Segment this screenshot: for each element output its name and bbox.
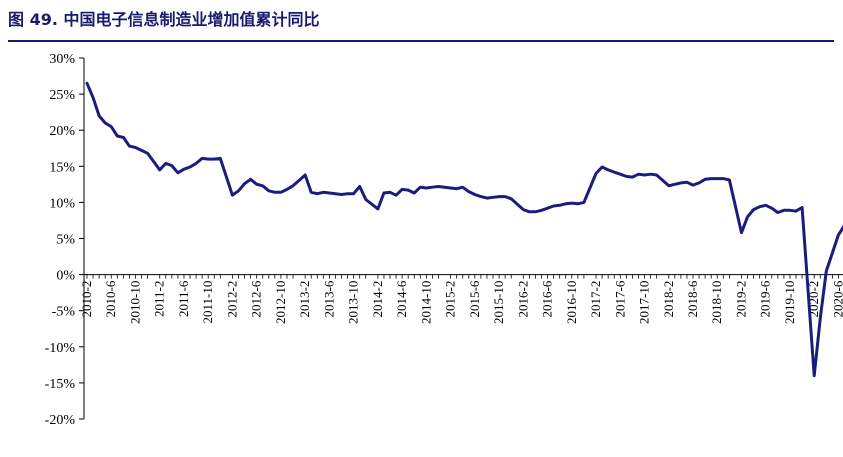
x-tick-label: 2010-10 xyxy=(127,281,142,324)
y-tick-label: 25% xyxy=(49,88,75,103)
x-tick-label: 2018-6 xyxy=(685,280,700,317)
x-tick-label: 2016-10 xyxy=(564,281,579,324)
x-tick-label: 2018-10 xyxy=(709,281,724,324)
x-axis: 2010-2 2010-6 2010-10 2011-2 2011-6 2011-10 20… xyxy=(79,274,843,324)
x-tick-label: 2015-6 xyxy=(467,280,482,317)
x-tick-label: 2010-6 xyxy=(103,280,118,317)
x-tick-label: 2011-10 xyxy=(200,281,215,324)
x-tick-label: 2018-2 xyxy=(661,281,676,318)
y-tick-label: -20% xyxy=(45,413,76,428)
y-tick-label: 30% xyxy=(49,52,75,67)
x-tick-label: 2016-2 xyxy=(515,281,530,318)
y-tick-label: 15% xyxy=(49,160,75,175)
y-tick-label: -15% xyxy=(45,377,76,392)
y-axis: 30% 25% 20% 15% 10% 5% 0% -5% -10% -15% -20% xyxy=(45,52,85,428)
series-line xyxy=(85,81,843,378)
x-tick-label: 2014-2 xyxy=(370,281,385,318)
title-rule xyxy=(8,40,834,42)
x-tick-label: 2017-10 xyxy=(637,281,652,324)
x-tick-label: 2012-10 xyxy=(273,281,288,324)
x-tick-label: 2011-6 xyxy=(176,280,191,317)
x-tick-label: 2014-6 xyxy=(394,280,409,317)
x-tick-label: 2013-6 xyxy=(321,280,336,317)
x-tick-label: 2019-10 xyxy=(782,281,797,324)
y-tick-label: 5% xyxy=(56,233,75,248)
x-tick-label: 2013-10 xyxy=(346,281,361,324)
x-tick-label: 2017-2 xyxy=(588,281,603,318)
y-tick-label: -5% xyxy=(52,305,76,320)
x-tick-label: 2012-6 xyxy=(249,280,264,317)
y-tick-label: 20% xyxy=(49,124,75,139)
y-tick-label: 10% xyxy=(49,196,75,211)
x-tick-label: 2013-2 xyxy=(297,281,312,318)
x-tick-label: 2019-2 xyxy=(733,281,748,318)
x-tick-label: 2011-2 xyxy=(152,281,167,317)
y-tick-label: 0% xyxy=(56,269,75,284)
series-group xyxy=(85,81,843,378)
x-tick-label: 2015-10 xyxy=(491,281,506,324)
x-tick-label: 2010-2 xyxy=(79,281,94,318)
x-tick-label: 2012-2 xyxy=(224,281,239,318)
x-tick-label: 2017-6 xyxy=(612,280,627,317)
x-tick-label: 2020-6 xyxy=(830,280,843,317)
x-tick-label: 2014-10 xyxy=(418,281,433,324)
figure-title: 图 49. 中国电子信息制造业增加值累计同比 xyxy=(8,10,320,29)
x-tick-label: 2015-2 xyxy=(443,281,458,318)
x-tick-label: 2019-6 xyxy=(758,280,773,317)
x-tick-label: 2016-6 xyxy=(540,280,555,317)
y-tick-label: -10% xyxy=(45,341,76,356)
